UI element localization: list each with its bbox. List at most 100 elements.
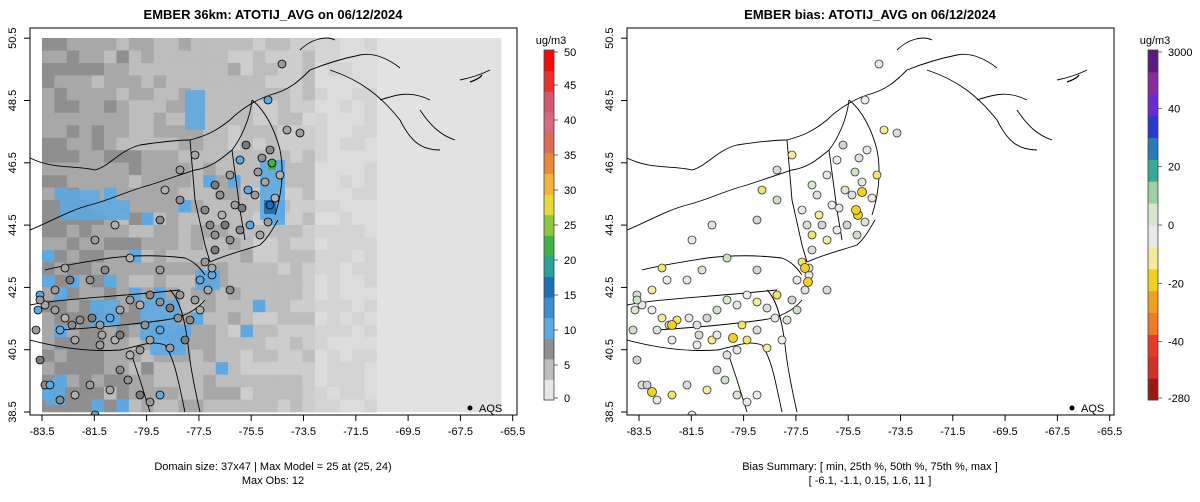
colorbar-swatch	[1148, 268, 1158, 292]
obs-station-marker	[140, 320, 150, 330]
y-tick-label: 38.5	[7, 401, 19, 422]
bias-station-marker	[647, 305, 657, 315]
obs-station-marker	[257, 153, 267, 163]
y-tick-label: 38.5	[604, 401, 616, 422]
x-tick-label: -65.5	[500, 426, 525, 438]
obs-station-marker	[295, 128, 305, 138]
y-tick-label: 50.5	[7, 27, 19, 48]
obs-station-marker	[90, 410, 100, 415]
obs-station-marker	[155, 215, 165, 225]
colorbar-swatch	[544, 379, 554, 401]
colorbar-swatches	[544, 50, 554, 401]
bias-station-marker	[792, 305, 802, 315]
domain-caption: Domain size: 37x47 | Max Model = 25 at (…	[154, 461, 391, 473]
colorbar-swatch	[544, 235, 554, 257]
x-tick-label: -67.5	[1045, 426, 1070, 438]
plot-frame	[626, 27, 1115, 416]
obs-station-marker	[123, 375, 133, 385]
obs-station-marker	[135, 345, 145, 355]
obs-station-marker	[105, 313, 115, 323]
x-tick-label: -75.5	[836, 426, 861, 438]
obs-station-marker	[75, 315, 85, 325]
colorbar-swatch	[544, 152, 554, 175]
model-map-panel: EMBER 36km: ATOTIJ_AVG on 06/12/2024	[7, 7, 525, 487]
x-tick-label: -65.5	[1097, 426, 1122, 438]
bias-station-marker	[850, 167, 860, 177]
bias-station-marker	[822, 170, 832, 180]
bias-station-marker	[712, 330, 722, 340]
bias-station-marker	[832, 225, 842, 235]
bias-station-marker	[812, 190, 822, 200]
y-tick-label: 50.5	[604, 27, 616, 48]
bias-station-marker	[652, 325, 662, 335]
colorbar-tick-label: 40	[564, 115, 576, 127]
bias-station-marker	[712, 305, 722, 315]
obs-station-marker	[95, 320, 105, 330]
bias-station-marker	[702, 313, 712, 323]
obs-station-marker	[60, 263, 70, 273]
obs-station-marker	[275, 170, 285, 180]
obs-station-marker	[237, 203, 247, 213]
x-tick-label: -71.5	[343, 426, 368, 438]
bias-station-marker	[832, 155, 842, 165]
model-grid-cells	[42, 38, 502, 413]
bias-station-marker	[879, 125, 889, 135]
obs-station-marker	[200, 205, 210, 215]
obs-station-marker	[65, 275, 75, 285]
bias-station-marker	[842, 220, 852, 230]
bias-station-marker	[847, 190, 857, 200]
colorbar-swatch	[1148, 137, 1158, 160]
colorbar-swatch	[1148, 71, 1158, 95]
bias-station-marker	[692, 320, 702, 330]
bias-station-marker	[657, 313, 667, 323]
y-tick-label: 44.5	[604, 214, 616, 235]
obs-station-marker	[155, 390, 165, 400]
x-tick-label: -67.5	[448, 426, 473, 438]
colorbar-unit: ug/m3	[536, 35, 567, 47]
bias-station-marker	[787, 295, 797, 305]
colorbar-swatch	[1148, 312, 1158, 335]
obs-station-marker	[282, 125, 292, 135]
x-tick-label: -69.5	[993, 426, 1018, 438]
colorbar-swatch	[1148, 225, 1158, 248]
x-tick-label: -79.5	[731, 426, 756, 438]
y-axis-ticks: 38.5 40.5 42.5 44.5 46.5 48.5 50.5	[7, 27, 30, 423]
obs-station-marker	[70, 390, 80, 400]
x-tick-label: -71.5	[940, 426, 965, 438]
x-axis-ticks: -83.5 -81.5 -79.5 -77.5 -75.5 -73.5 -71.5 -69.5…	[29, 415, 525, 438]
bias-station-marker	[722, 253, 732, 263]
obs-station-marker	[217, 210, 227, 220]
bias-station-marker	[722, 295, 732, 305]
bias-station-marker	[800, 263, 810, 273]
x-tick-label: -77.5	[186, 426, 211, 438]
x-tick-label: -69.5	[396, 426, 421, 438]
map-outlines	[627, 37, 1088, 413]
obs-station-marker	[50, 305, 60, 315]
obs-station-marker	[155, 325, 165, 335]
obs-station-marker	[245, 220, 255, 230]
obs-station-marker	[241, 140, 251, 150]
bias-station-marker	[687, 410, 697, 415]
y-tick-label: 48.5	[604, 90, 616, 111]
obs-station-marker	[145, 290, 155, 300]
obs-station-marker	[85, 275, 95, 285]
obs-station-marker	[175, 290, 185, 300]
x-tick-label: -75.5	[239, 426, 264, 438]
colorbar-tick-label: 50	[564, 47, 576, 59]
x-tick-label: -81.5	[679, 426, 704, 438]
colorbar-swatch	[1148, 378, 1158, 401]
obs-station-marker	[115, 305, 125, 315]
colorbar-swatch	[544, 276, 554, 298]
colorbar-tick-label: 3000	[1168, 47, 1192, 59]
bias-station-marker	[892, 128, 902, 138]
aqs-legend-label: AQS	[1081, 403, 1104, 415]
max-obs-caption: Max Obs: 12	[242, 475, 304, 487]
bias-station-marker	[792, 275, 802, 285]
colorbar-swatch	[1148, 50, 1158, 73]
y-tick-label: 46.5	[7, 152, 19, 173]
aqs-legend-dot	[1069, 405, 1075, 411]
obs-station-marker	[203, 285, 213, 295]
x-axis-ticks: -83.5 -81.5 -79.5 -77.5 -75.5 -73.5 -71.5 -69.5…	[626, 415, 1122, 438]
panel-title: EMBER bias: ATOTIJ_AVG on 06/12/2024	[744, 7, 996, 22]
obs-station-marker	[277, 59, 287, 69]
